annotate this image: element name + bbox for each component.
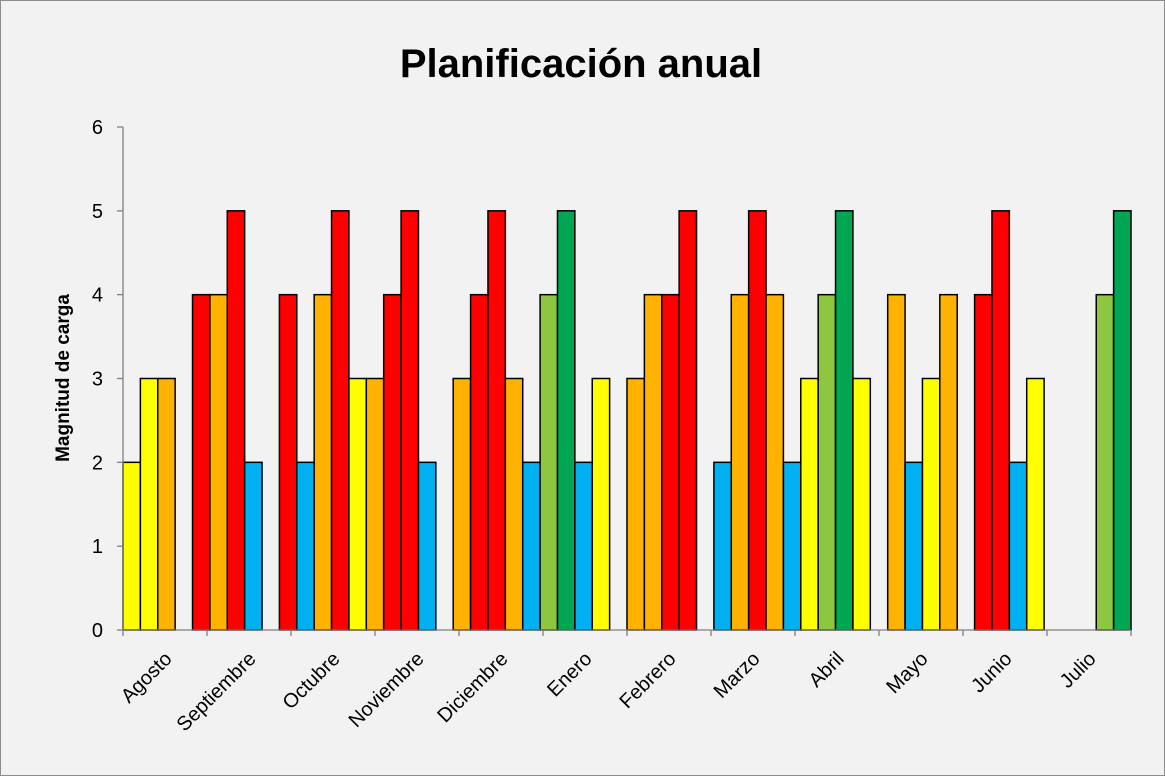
x-category-label: Octubre — [279, 648, 345, 714]
bar — [209, 293, 229, 631]
bar — [330, 210, 350, 631]
bar — [313, 293, 333, 631]
bar — [1095, 293, 1115, 631]
y-tick-label: 3 — [92, 369, 103, 391]
bar — [469, 293, 489, 631]
bar — [852, 377, 872, 631]
x-category-label: Junio — [967, 648, 1016, 697]
y-tick-label: 2 — [92, 452, 103, 474]
x-category-label: Noviembre — [345, 648, 429, 732]
bar — [782, 461, 802, 631]
bar — [226, 210, 246, 631]
bar — [1008, 461, 1028, 631]
bar — [521, 461, 541, 631]
bar — [747, 210, 767, 631]
bar — [626, 377, 646, 631]
y-tick-label: 4 — [92, 285, 103, 307]
bar — [122, 461, 142, 631]
x-category-label: Julio — [1056, 648, 1101, 693]
bar — [904, 461, 924, 631]
bar — [1112, 210, 1132, 631]
x-category-label: Diciembre — [433, 648, 512, 727]
bar — [973, 293, 993, 631]
bar — [643, 293, 663, 631]
bar — [504, 377, 524, 631]
bar — [886, 293, 906, 631]
x-category-label: Agosto — [117, 648, 177, 708]
bar — [417, 461, 437, 631]
x-category-label: Enero — [543, 648, 596, 701]
bar — [713, 461, 733, 631]
bar — [661, 293, 680, 631]
bar — [939, 293, 958, 631]
bar — [487, 210, 507, 631]
bar — [191, 293, 211, 631]
bar — [991, 210, 1011, 631]
y-tick-label: 0 — [92, 620, 103, 642]
x-category-label: Septiembre — [173, 648, 261, 736]
bar — [452, 377, 472, 631]
bar — [139, 377, 159, 631]
y-tick-label: 5 — [92, 201, 103, 223]
bar — [400, 210, 420, 631]
y-axis-label: Magnitud de carga — [53, 294, 74, 462]
bar — [921, 377, 941, 631]
bar — [765, 293, 785, 631]
bar — [382, 293, 402, 631]
bar — [678, 210, 698, 631]
bar — [556, 210, 576, 631]
x-category-label: Marzo — [710, 648, 765, 703]
bar — [817, 293, 837, 631]
y-tick-label: 6 — [92, 117, 103, 139]
bar — [243, 461, 263, 631]
bar — [730, 293, 750, 631]
x-category-label: Mayo — [882, 648, 932, 698]
bar — [591, 377, 611, 631]
bar — [574, 461, 593, 631]
y-tick-label: 1 — [92, 536, 103, 558]
bar — [278, 293, 298, 631]
x-category-label: Abril — [805, 648, 849, 692]
chart-title: Planificación anual — [400, 42, 762, 86]
bar — [834, 210, 854, 631]
bar — [157, 377, 176, 631]
x-category-label: Febrero — [615, 648, 680, 713]
bar — [348, 377, 368, 631]
bar — [365, 377, 385, 631]
bar — [539, 293, 559, 631]
bar — [1025, 377, 1045, 631]
bar — [800, 377, 819, 631]
bar — [296, 461, 315, 631]
